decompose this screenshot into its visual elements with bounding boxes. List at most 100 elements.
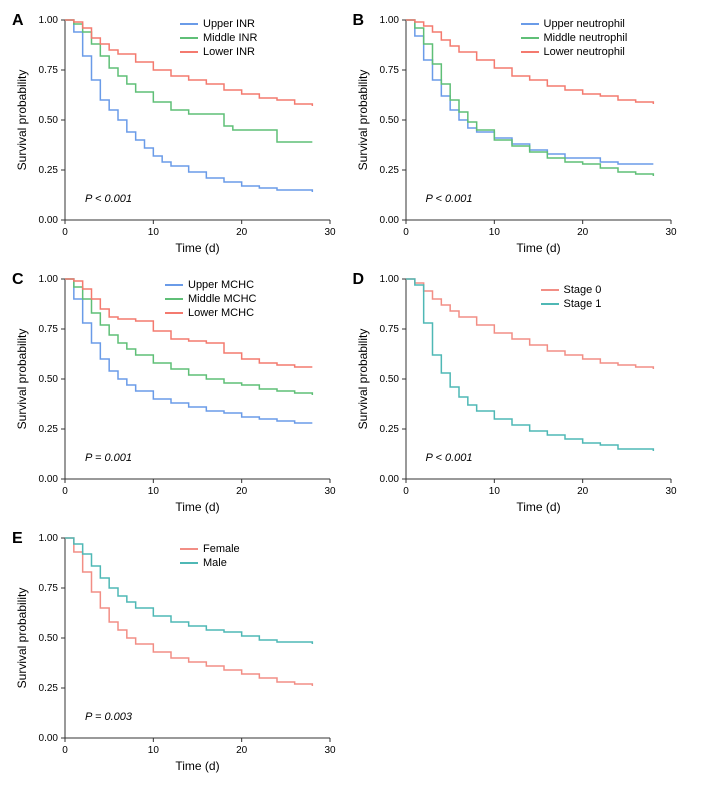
x-axis-label: Time (d) xyxy=(516,241,560,255)
legend-swatch xyxy=(521,37,539,39)
legend-text: Upper INR xyxy=(203,18,255,30)
legend-swatch xyxy=(180,37,198,39)
legend-swatch xyxy=(180,562,198,564)
svg-text:30: 30 xyxy=(324,486,336,497)
svg-text:0.00: 0.00 xyxy=(379,474,399,485)
svg-text:0: 0 xyxy=(62,227,68,238)
svg-text:10: 10 xyxy=(488,486,500,497)
svg-text:0.50: 0.50 xyxy=(379,115,399,126)
p-value: P < 0.001 xyxy=(426,193,473,205)
svg-text:1.00: 1.00 xyxy=(379,274,399,285)
legend-item: Upper neutrophil xyxy=(521,18,628,30)
svg-text:0.25: 0.25 xyxy=(379,424,399,435)
svg-text:0.75: 0.75 xyxy=(39,583,59,594)
legend-text: Female xyxy=(203,543,240,555)
x-axis-label: Time (d) xyxy=(175,241,219,255)
svg-text:0.00: 0.00 xyxy=(39,733,59,744)
y-axis-label: Survival probability xyxy=(15,329,29,430)
x-axis-label: Time (d) xyxy=(516,500,560,514)
series-line xyxy=(406,279,653,369)
panel-label: C xyxy=(12,271,24,289)
y-axis-label: Survival probability xyxy=(15,588,29,689)
x-axis-label: Time (d) xyxy=(175,500,219,514)
legend-text: Middle neutrophil xyxy=(544,32,628,44)
legend-text: Upper neutrophil xyxy=(544,18,625,30)
svg-text:20: 20 xyxy=(577,486,589,497)
svg-text:20: 20 xyxy=(236,227,248,238)
legend-swatch xyxy=(165,298,183,300)
legend-swatch xyxy=(541,289,559,291)
svg-text:0.75: 0.75 xyxy=(39,324,59,335)
svg-text:1.00: 1.00 xyxy=(39,533,59,544)
svg-text:0: 0 xyxy=(403,227,409,238)
legend-swatch xyxy=(180,548,198,550)
legend-text: Male xyxy=(203,557,227,569)
legend-text: Middle INR xyxy=(203,32,257,44)
svg-text:20: 20 xyxy=(577,227,589,238)
panel-B: 0.000.250.500.751.000102030Time (d)Survi… xyxy=(351,10,692,269)
svg-text:10: 10 xyxy=(148,486,160,497)
panel-E: 0.000.250.500.751.000102030Time (d)Survi… xyxy=(10,528,351,787)
y-axis-label: Survival probability xyxy=(356,70,370,171)
svg-text:10: 10 xyxy=(148,745,160,756)
legend-text: Middle MCHC xyxy=(188,293,256,305)
y-axis-label: Survival probability xyxy=(356,329,370,430)
p-value: P = 0.003 xyxy=(85,711,132,723)
panel-label: A xyxy=(12,12,24,30)
svg-text:0.00: 0.00 xyxy=(39,474,59,485)
svg-text:30: 30 xyxy=(665,486,677,497)
legend-swatch xyxy=(521,23,539,25)
p-value: P < 0.001 xyxy=(85,193,132,205)
panel-A: 0.000.250.500.751.000102030Time (d)Survi… xyxy=(10,10,351,269)
svg-text:0.25: 0.25 xyxy=(39,424,59,435)
svg-text:0.00: 0.00 xyxy=(39,215,59,226)
p-value: P = 0.001 xyxy=(85,452,132,464)
legend-text: Stage 1 xyxy=(564,298,602,310)
svg-text:30: 30 xyxy=(665,227,677,238)
legend-swatch xyxy=(165,312,183,314)
svg-text:0.50: 0.50 xyxy=(39,374,59,385)
svg-text:0: 0 xyxy=(62,486,68,497)
svg-text:0.50: 0.50 xyxy=(39,115,59,126)
legend: Upper neutrophil Middle neutrophil Lower n… xyxy=(521,18,628,60)
panel-C: 0.000.250.500.751.000102030Time (d)Survi… xyxy=(10,269,351,528)
svg-text:0.75: 0.75 xyxy=(39,65,59,76)
panel-label: D xyxy=(353,271,365,289)
panel-label: E xyxy=(12,530,23,548)
legend-item: Lower neutrophil xyxy=(521,46,628,58)
empty-cell xyxy=(351,528,692,787)
panel-D: 0.000.250.500.751.000102030Time (d)Survi… xyxy=(351,269,692,528)
legend-swatch xyxy=(521,51,539,53)
legend-item: Middle neutrophil xyxy=(521,32,628,44)
legend-text: Lower INR xyxy=(203,46,255,58)
svg-text:0.50: 0.50 xyxy=(39,633,59,644)
svg-text:1.00: 1.00 xyxy=(379,15,399,26)
legend-text: Lower MCHC xyxy=(188,307,254,319)
p-value: P < 0.001 xyxy=(426,452,473,464)
svg-text:0.75: 0.75 xyxy=(379,324,399,335)
legend-item: Female xyxy=(180,543,240,555)
svg-text:0.75: 0.75 xyxy=(379,65,399,76)
legend-text: Lower neutrophil xyxy=(544,46,625,58)
legend-text: Upper MCHC xyxy=(188,279,254,291)
legend-swatch xyxy=(165,284,183,286)
legend-swatch xyxy=(180,51,198,53)
x-axis-label: Time (d) xyxy=(175,759,219,773)
legend: Stage 0Stage 1 xyxy=(541,284,602,312)
svg-text:1.00: 1.00 xyxy=(39,15,59,26)
svg-text:0: 0 xyxy=(62,745,68,756)
svg-text:0.00: 0.00 xyxy=(379,215,399,226)
panel-label: B xyxy=(353,12,365,30)
svg-text:20: 20 xyxy=(236,745,248,756)
svg-text:20: 20 xyxy=(236,486,248,497)
legend: Upper INR Middle INR Lower INR xyxy=(180,18,257,60)
svg-text:10: 10 xyxy=(148,227,160,238)
legend-swatch xyxy=(180,23,198,25)
y-axis-label: Survival probability xyxy=(15,70,29,171)
legend-item: Stage 1 xyxy=(541,298,602,310)
legend: Upper MCHC Middle MCHC Lower MCHC xyxy=(165,279,256,321)
legend-item: Middle INR xyxy=(180,32,257,44)
legend-item: Lower MCHC xyxy=(165,307,256,319)
legend-item: Lower INR xyxy=(180,46,257,58)
svg-text:10: 10 xyxy=(488,227,500,238)
